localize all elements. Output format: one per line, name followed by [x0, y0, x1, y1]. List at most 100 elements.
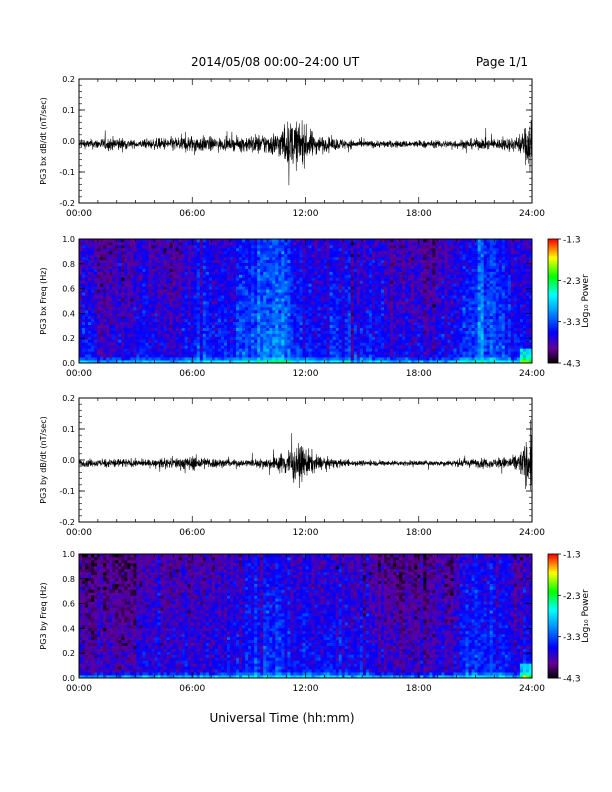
- spectrogram-cell: [323, 342, 328, 346]
- spectrogram-cell: [381, 327, 385, 331]
- spectrogram-cell: [100, 309, 104, 314]
- spectrogram-cell: [371, 262, 376, 266]
- spectrogram-cell: [181, 312, 186, 317]
- spectrogram-cell: [311, 330, 315, 334]
- spectrogram-cell: [199, 265, 204, 269]
- spectrogram-cell: [332, 348, 337, 352]
- spectrogram-cell: [405, 327, 409, 331]
- spectrogram-cell: [94, 303, 98, 308]
- spectrogram-cell: [184, 357, 189, 361]
- spectrogram-cell: [217, 271, 222, 275]
- spectrogram-cell: [145, 271, 149, 275]
- spectrogram-cell: [317, 262, 321, 266]
- spectrogram-cell: [154, 357, 158, 361]
- spectrogram-cell: [181, 330, 186, 334]
- spectrogram-cell: [275, 345, 279, 349]
- spectrogram-cell: [257, 268, 261, 272]
- spectrogram-cell: [317, 351, 321, 355]
- spectrogram-cell: [163, 318, 167, 323]
- spectrogram-cell: [426, 271, 430, 275]
- spectrogram-cell: [356, 327, 361, 331]
- spectrogram-cell: [239, 327, 243, 331]
- spectrogram-cell: [175, 318, 180, 323]
- spectrogram-cell: [254, 239, 258, 243]
- spectrogram-cell: [133, 253, 137, 258]
- spectrogram-cell: [417, 354, 421, 358]
- spectrogram-cell: [97, 327, 101, 331]
- spectrogram-cell: [338, 309, 343, 314]
- spectrogram-cell: [365, 289, 370, 293]
- spectrogram-cell: [290, 348, 294, 352]
- spectrogram-cell: [91, 265, 95, 269]
- spectrogram-cell: [205, 295, 210, 299]
- spectrogram-cell: [112, 250, 116, 255]
- spectrogram-cell: [384, 256, 388, 261]
- spectrogram-cell: [269, 283, 273, 287]
- spectrogram-cell: [411, 309, 415, 314]
- spectrogram-cell: [314, 239, 318, 243]
- spectrogram-cell: [299, 348, 303, 352]
- spectrogram-cell: [151, 321, 155, 326]
- spectrogram-cell: [359, 239, 364, 243]
- spectrogram-cell: [302, 262, 306, 266]
- spectrogram-cell: [196, 283, 201, 287]
- spectrogram-cell: [260, 295, 264, 299]
- spectrogram-cell: [217, 330, 222, 334]
- spectrogram-cell: [163, 312, 167, 317]
- spectrogram-cell: [374, 259, 379, 264]
- spectrogram-cell: [263, 250, 267, 255]
- spectrogram-cell: [248, 301, 252, 305]
- spectrogram-cell: [226, 253, 231, 258]
- spectrogram-cell: [347, 312, 352, 317]
- spectrogram-cell: [239, 339, 243, 343]
- spectrogram-cell: [338, 241, 343, 246]
- spectrogram-cell: [127, 295, 131, 299]
- spectrogram-cell: [242, 265, 246, 269]
- spectrogram-cell: [305, 330, 309, 334]
- spectrogram-cell: [275, 312, 279, 317]
- spectrogram-cell: [287, 348, 291, 352]
- spectrogram-cell: [251, 283, 255, 287]
- spectrogram-cell: [214, 241, 219, 246]
- spectrogram-cell: [414, 262, 418, 266]
- spectrogram-cell: [121, 277, 125, 281]
- spectrogram-cell: [296, 306, 300, 311]
- spectrogram-cell: [91, 321, 95, 326]
- spectrogram-cell: [196, 292, 201, 296]
- spectrogram-cell: [323, 259, 328, 264]
- spectrogram-cell: [314, 298, 318, 302]
- spectrogram-cell: [308, 289, 312, 293]
- spectrogram-cell: [396, 315, 400, 320]
- spectrogram-cell: [381, 271, 385, 275]
- spectrogram-cell: [139, 342, 143, 346]
- spectrogram-cell: [148, 301, 152, 305]
- spectrogram-cell: [341, 315, 346, 320]
- spectrogram-cell: [112, 306, 116, 311]
- spectrogram-cell: [368, 286, 373, 290]
- spectrogram-cell: [211, 256, 216, 261]
- spectrogram-cell: [402, 321, 406, 326]
- spectrogram-cell: [408, 345, 412, 349]
- spectrogram-cell: [308, 250, 312, 255]
- spectrogram-cell: [365, 298, 370, 302]
- spectrogram-cell: [181, 286, 186, 290]
- spectrogram-cell: [178, 244, 183, 249]
- spectrogram-cell: [112, 309, 116, 314]
- spectrogram-cell: [353, 244, 358, 249]
- spectrogram-cell: [272, 336, 276, 340]
- spectrogram-cell: [408, 250, 412, 255]
- spectrogram-cell: [190, 268, 195, 272]
- spectrogram-cell: [211, 262, 216, 266]
- spectrogram-cell: [118, 336, 122, 340]
- spectrogram-cell: [97, 360, 101, 364]
- spectrogram-cell: [157, 339, 161, 343]
- spectrogram-cell: [79, 286, 83, 290]
- spectrogram-cell: [175, 289, 180, 293]
- spectrogram-cell: [223, 298, 228, 302]
- spectrogram-cell: [278, 256, 282, 261]
- spectrogram-cell: [341, 342, 346, 346]
- spectrogram-cell: [85, 259, 89, 264]
- spectrogram-cell: [85, 339, 89, 343]
- spectrogram-cell: [248, 357, 252, 361]
- spectrogram-cell: [272, 253, 276, 258]
